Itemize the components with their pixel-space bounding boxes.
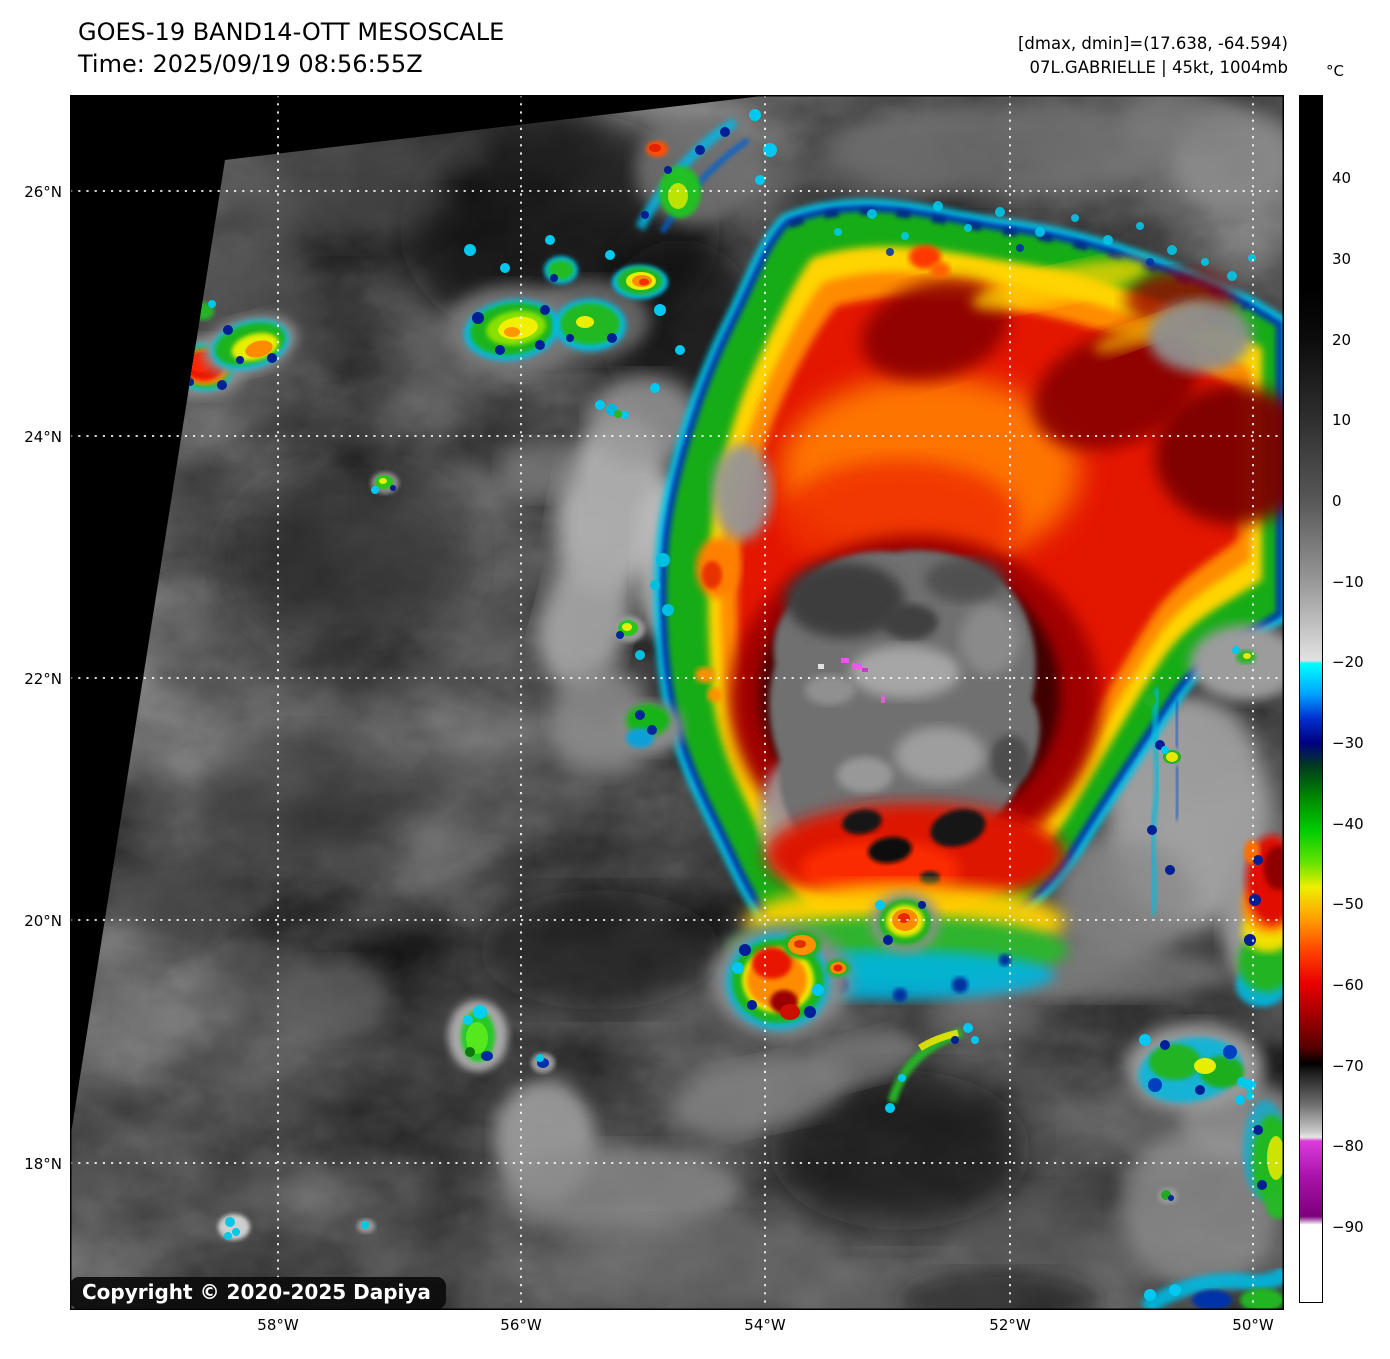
data-region <box>70 95 1284 1310</box>
cb-tick-n90: −90 <box>1332 1218 1364 1236</box>
cb-tick-40: 40 <box>1332 169 1352 187</box>
annotation-block: [dmax, dmin]=(17.638, -64.594) 07L.GABRI… <box>1018 32 1288 80</box>
temperature-colorbar <box>1299 95 1323 1303</box>
map-frame <box>70 95 1284 1310</box>
graticule-gridlines <box>70 95 1284 1310</box>
lon-label-52w: 52°W <box>989 1316 1031 1334</box>
lat-label-18n: 18°N <box>24 1155 62 1173</box>
cb-tick-n70: −70 <box>1332 1057 1364 1075</box>
lat-label-20n: 20°N <box>24 912 62 930</box>
lat-label-26n: 26°N <box>24 183 62 201</box>
lat-label-22n: 22°N <box>24 670 62 688</box>
colorbar-unit-label: °C <box>1326 62 1344 80</box>
cb-tick-n60: −60 <box>1332 976 1364 994</box>
dmax-dmin-annotation: [dmax, dmin]=(17.638, -64.594) <box>1018 34 1288 53</box>
cb-tick-20: 20 <box>1332 331 1352 349</box>
lon-label-56w: 56°W <box>500 1316 542 1334</box>
cb-tick-n50: −50 <box>1332 895 1364 913</box>
map-border <box>70 95 1284 1310</box>
product-title: GOES-19 BAND14-OTT MESOSCALE <box>78 18 505 46</box>
storm-info-annotation: 07L.GABRIELLE | 45kt, 1004mb <box>1029 58 1289 77</box>
cb-tick-n30: −30 <box>1332 734 1364 752</box>
lon-label-50w: 50°W <box>1232 1316 1274 1334</box>
lat-label-24n: 24°N <box>24 428 62 446</box>
cb-tick-n40: −40 <box>1332 815 1364 833</box>
satellite-imagery <box>70 95 1284 1310</box>
cb-tick-0: 0 <box>1332 492 1342 510</box>
copyright-badge: Copyright © 2020-2025 Dapiya <box>70 1277 446 1309</box>
cb-tick-n80: −80 <box>1332 1137 1364 1155</box>
magenta-cold-specks <box>818 658 885 703</box>
cb-tick-10: 10 <box>1332 411 1352 429</box>
cold-overcast-core <box>769 550 1040 875</box>
product-timestamp: Time: 2025/09/19 08:56:55Z <box>78 50 423 78</box>
lon-label-54w: 54°W <box>744 1316 786 1334</box>
cb-tick-n10: −10 <box>1332 573 1364 591</box>
cb-tick-30: 30 <box>1332 250 1352 268</box>
detached-cells <box>165 109 1284 1310</box>
cirrus-cold-specks <box>834 201 1256 281</box>
lon-label-58w: 58°W <box>257 1316 299 1334</box>
cb-tick-n20: −20 <box>1332 653 1364 671</box>
title-block: GOES-19 BAND14-OTT MESOSCALE Time: 2025/… <box>78 16 504 80</box>
